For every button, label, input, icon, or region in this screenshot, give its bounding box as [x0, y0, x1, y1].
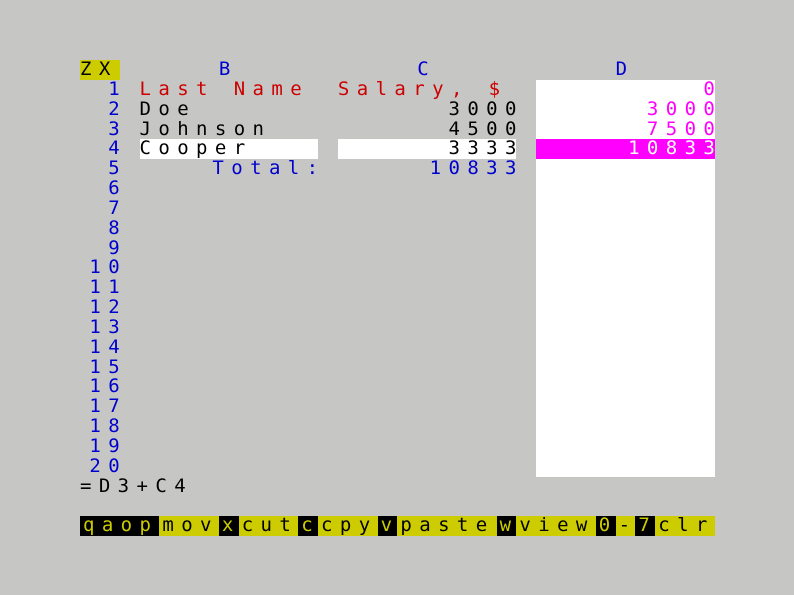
row-number[interactable]: 4 — [108, 137, 128, 160]
command-key[interactable]: qaop — [80, 515, 160, 537]
row-number[interactable]: 19 — [89, 434, 128, 457]
cell-c-highlight — [337, 139, 517, 160]
command-key[interactable]: w — [496, 515, 517, 537]
row-number[interactable]: 15 — [89, 355, 128, 378]
command-bar: qaop mov xcut ccpy vpaste wview 0-7clr — [80, 515, 715, 537]
cell-c4[interactable]: 3333 — [448, 137, 524, 160]
row-number[interactable]: 17 — [89, 395, 128, 418]
cell-b5[interactable]: Total: — [212, 157, 326, 180]
command-key[interactable]: 0 — [595, 515, 616, 537]
cell-d4[interactable]: 10833 — [628, 137, 723, 160]
row-number[interactable]: 1 — [108, 77, 128, 100]
cell-d3[interactable]: 7500 — [646, 117, 723, 140]
row-number[interactable]: 6 — [108, 177, 128, 200]
cell-c1[interactable]: Salary, $ — [337, 77, 508, 100]
column-header-d[interactable]: D — [615, 58, 635, 80]
cell-d5[interactable] — [536, 159, 722, 179]
row-number[interactable]: 16 — [89, 375, 128, 398]
formula-bar[interactable]: =D3+C4 — [80, 474, 194, 497]
row-number[interactable]: 3 — [108, 117, 128, 140]
row-number[interactable]: 11 — [89, 276, 128, 299]
row-number[interactable]: 2 — [108, 97, 128, 120]
command-label: view — [516, 515, 596, 537]
command-key[interactable]: 7 — [635, 515, 656, 537]
cell-c5[interactable]: 10833 — [429, 157, 524, 180]
cell-b4[interactable]: Cooper — [139, 137, 253, 160]
command-label: paste — [397, 515, 497, 537]
row-number[interactable]: 7 — [108, 196, 128, 219]
command-label: clr — [655, 515, 715, 537]
command-label: mov — [159, 515, 219, 537]
command-key[interactable]: c — [298, 515, 319, 537]
row-number[interactable]: 18 — [89, 415, 128, 438]
cell-d-cursor — [536, 139, 715, 160]
command-key[interactable]: v — [377, 515, 398, 537]
command-label: cpy — [318, 515, 378, 537]
cell-c2[interactable]: 3000 — [448, 97, 524, 120]
row-number[interactable]: 14 — [89, 335, 128, 358]
command-label: cut — [238, 515, 299, 537]
corner-cell[interactable] — [80, 60, 120, 80]
row-number[interactable]: 9 — [108, 236, 128, 259]
cell-b1[interactable]: Last Name — [139, 77, 310, 100]
cell-b-highlight — [139, 139, 319, 160]
corner-label: ZX — [80, 58, 118, 80]
command-label: - — [615, 515, 636, 537]
cell-d2[interactable]: 3000 — [646, 97, 723, 120]
row-number[interactable]: 20 — [89, 454, 128, 477]
cell-c3[interactable]: 4500 — [448, 117, 524, 140]
row-number[interactable]: 5 — [108, 157, 128, 180]
cell-b3[interactable]: Johnson — [139, 117, 272, 140]
column-header-c[interactable]: C — [417, 58, 437, 80]
row-number[interactable]: 8 — [108, 216, 128, 239]
command-key[interactable]: x — [218, 515, 239, 537]
cell-d1[interactable]: 0 — [703, 77, 723, 100]
column-header-b[interactable]: B — [218, 58, 238, 80]
row-number[interactable]: 12 — [89, 296, 128, 319]
row-number[interactable]: 13 — [89, 315, 128, 338]
row-number[interactable]: 10 — [89, 256, 128, 279]
cell-b2[interactable]: Doe — [139, 97, 197, 120]
